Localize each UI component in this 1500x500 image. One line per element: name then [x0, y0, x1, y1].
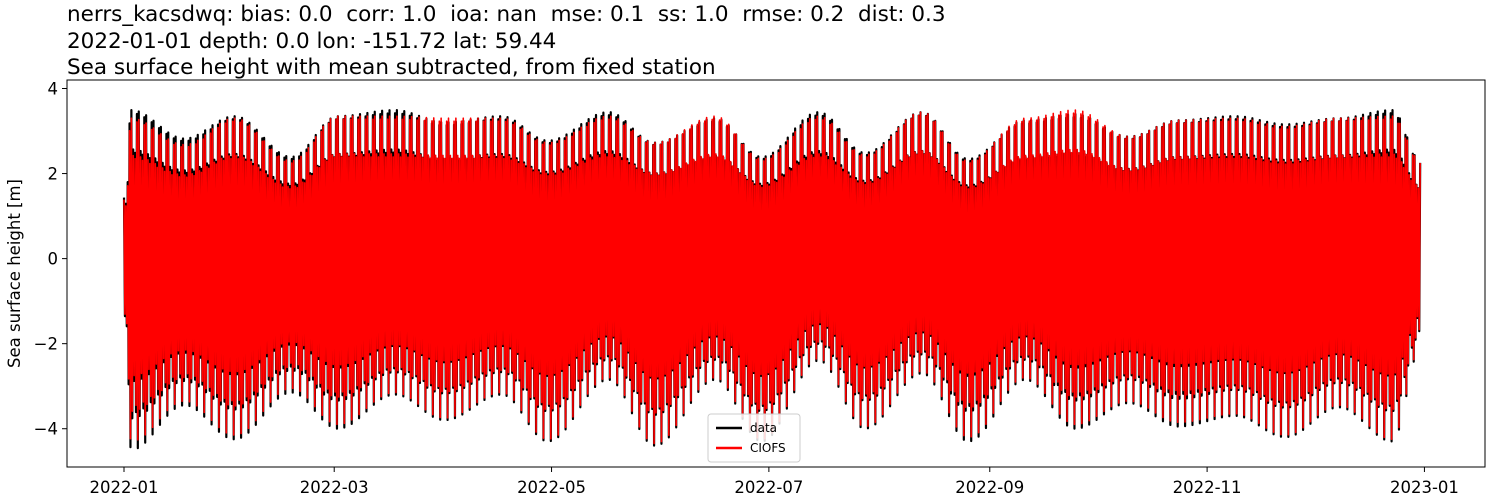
y-tick-label: −4	[34, 420, 58, 439]
chart-title-location: 2022-01-01 depth: 0.0 lon: -151.72 lat: …	[67, 29, 557, 54]
chart-title-description: Sea surface height with mean subtracted,…	[67, 55, 716, 80]
y-tick-label: 2	[48, 165, 59, 184]
y-axis-label: Sea surface height [m]	[5, 179, 24, 368]
x-tick-label: 2022-09	[955, 478, 1024, 497]
legend-box	[707, 413, 801, 463]
y-tick-label: 0	[48, 250, 59, 269]
x-tick-label: 2022-03	[300, 478, 369, 497]
y-tick-label: −2	[34, 335, 58, 354]
legend-label-data: data	[750, 421, 777, 435]
legend-label-ciofs: CIOFS	[750, 441, 786, 455]
x-tick-label: 2022-07	[734, 478, 803, 497]
x-tick-label: 2022-01	[90, 478, 159, 497]
x-tick-label: 2023-01	[1390, 478, 1459, 497]
x-tick-label: 2022-11	[1173, 478, 1242, 497]
y-axis: −4 −2 0 2 4	[34, 80, 67, 439]
axes-frame	[66, 79, 1486, 468]
series-layer	[122, 108, 1422, 450]
chart-title-stats: nerrs_kacsdwq: bias: 0.0 corr: 1.0 ioa: …	[67, 2, 946, 27]
x-axis: 2022-01 2022-03 2022-05 2022-07 2022-09 2022-…	[90, 467, 1459, 497]
x-tick-label: 2022-05	[517, 478, 586, 497]
y-tick-label: 4	[48, 80, 59, 99]
legend[interactable]: data CIOFS	[707, 413, 801, 463]
